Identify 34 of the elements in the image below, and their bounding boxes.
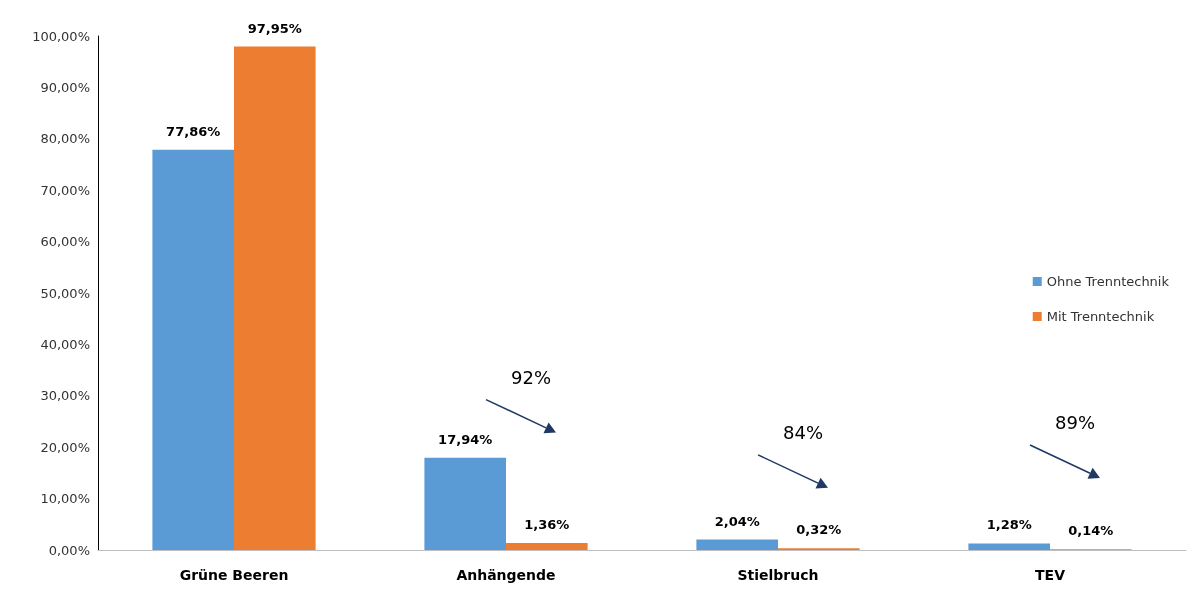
y-tick-label: 60,00% [40, 234, 90, 250]
x-tick-label: Stielbruch [737, 567, 819, 583]
data-label: 97,95% [247, 20, 302, 36]
legend-label: Ohne Trenntechnik [1046, 274, 1170, 289]
y-tick-label: 30,00% [40, 388, 90, 404]
annotation: 89% [1054, 412, 1096, 434]
y-tick-label: 100,00% [32, 28, 90, 44]
data-label: 0,14% [1068, 523, 1114, 539]
x-tick-label: Grüne Beeren [179, 567, 289, 583]
bar [968, 543, 1050, 550]
y-tick-label: 10,00% [40, 491, 90, 507]
y-tick-label: 0,00% [48, 542, 90, 558]
bar [152, 149, 234, 550]
y-tick-label: 20,00% [40, 439, 90, 455]
data-label: 17,94% [438, 431, 493, 447]
bar [234, 46, 316, 550]
bar [506, 543, 588, 550]
data-label: 0,32% [796, 522, 842, 538]
data-label: 1,28% [986, 517, 1032, 533]
annotation: 92% [510, 367, 552, 389]
y-tick-label: 80,00% [40, 131, 90, 147]
y-tick-label: 90,00% [40, 79, 90, 95]
x-tick-label: TEV [1035, 567, 1066, 583]
x-tick-label: Anhängende [456, 567, 556, 583]
legend-label: Mit Trenntechnik [1046, 309, 1155, 324]
bar [424, 457, 506, 550]
annotation: 84% [782, 422, 824, 444]
y-tick-label: 70,00% [40, 182, 90, 198]
y-tick-label: 40,00% [40, 336, 90, 352]
data-label: 1,36% [524, 517, 570, 533]
data-label: 2,04% [714, 513, 760, 529]
data-label: 77,86% [166, 123, 221, 139]
bar [696, 539, 778, 550]
y-tick-label: 50,00% [40, 285, 90, 301]
